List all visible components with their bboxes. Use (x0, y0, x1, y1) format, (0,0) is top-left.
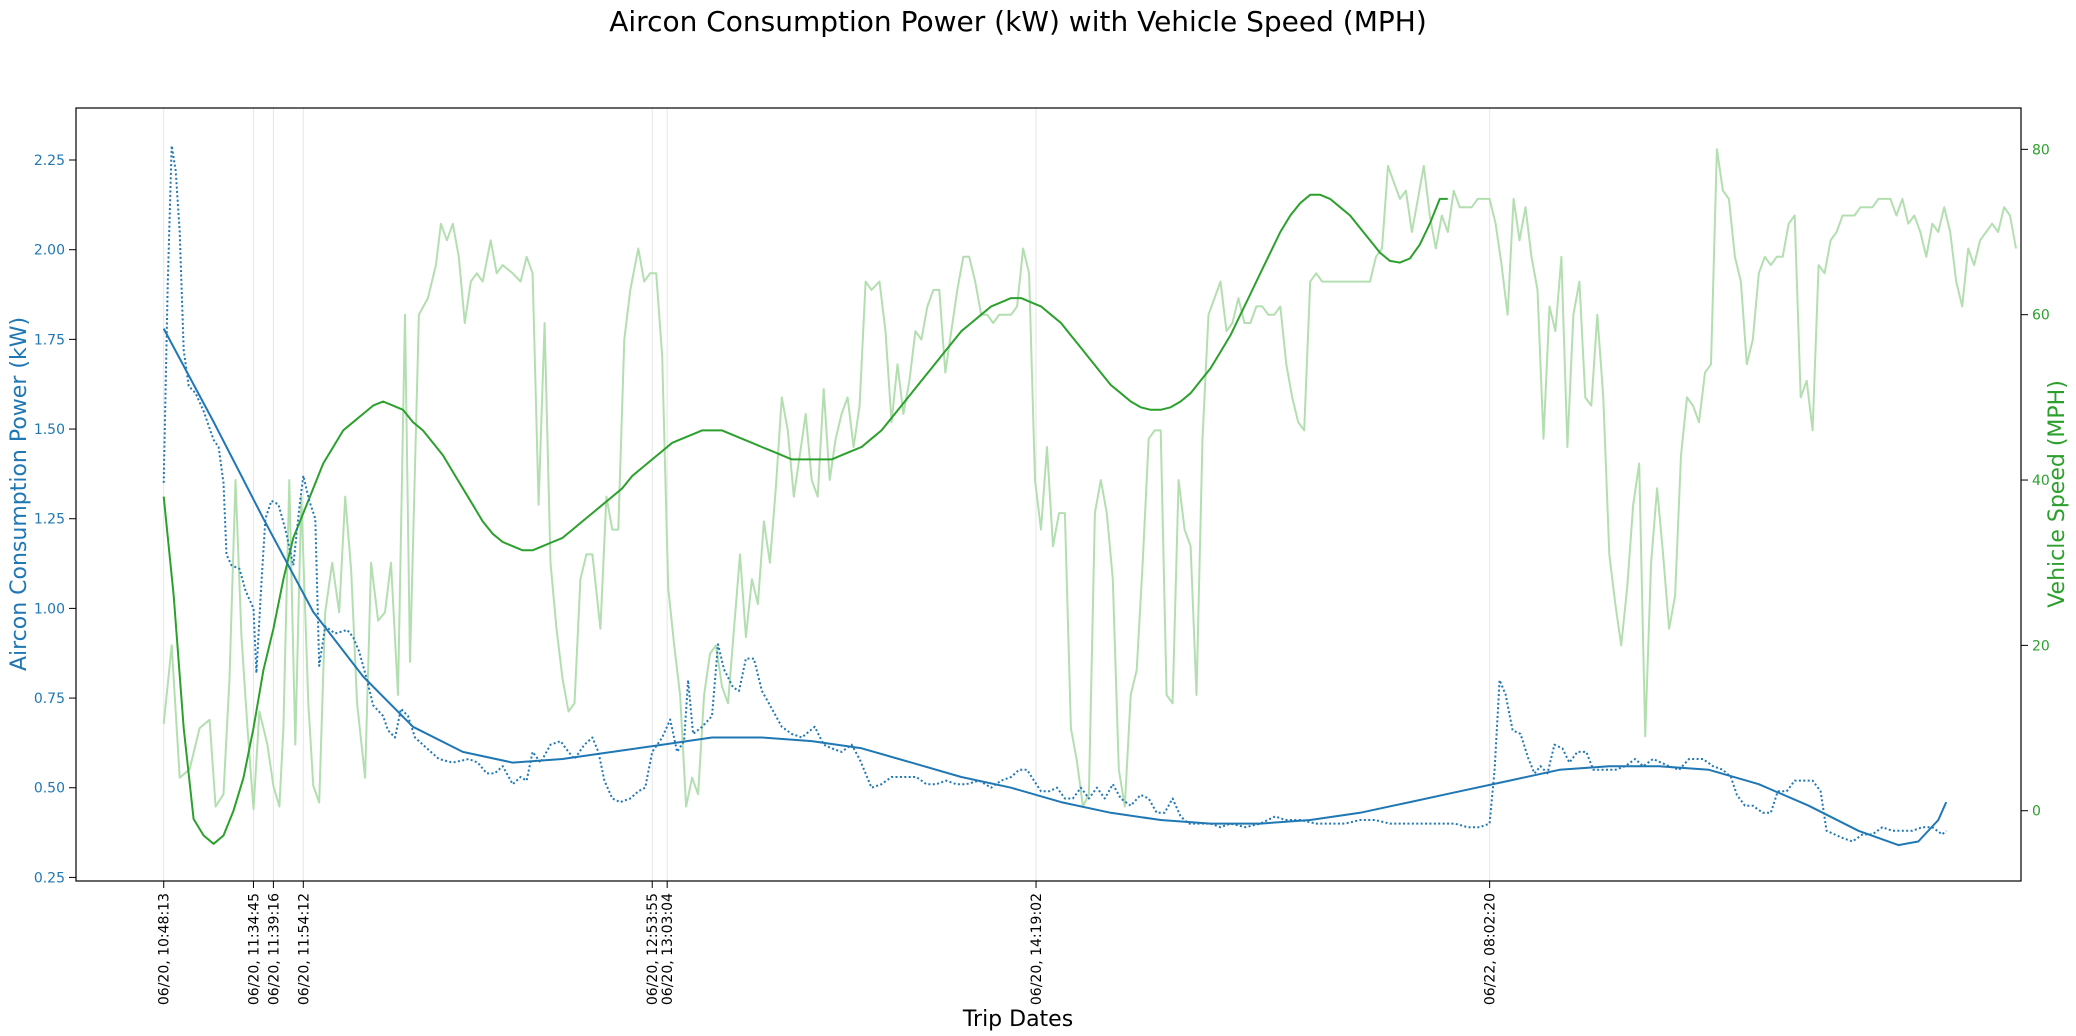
left-tick-label-5: 1.50 (34, 422, 65, 438)
left-tick-label-4: 1.25 (34, 512, 65, 528)
series-layer (162, 144, 2017, 847)
left-tick-label-2: 0.75 (34, 691, 65, 707)
x-tick-label-0: 06/20, 10:48:13 (157, 893, 173, 1005)
right-tick-label-3: 60 (2032, 308, 2050, 324)
power-raw-dotted-line (162, 144, 1947, 843)
x-tick-label-2: 06/20, 11:39:16 (266, 893, 282, 1005)
left-axis-label: Aircon Consumption Power (kW) (7, 317, 32, 671)
x-tick-label-5: 06/20, 13:03:04 (660, 893, 676, 1005)
left-tick-label-0: 0.25 (34, 870, 65, 886)
left-y-axis: 0.25 0.50 0.75 1.00 1.25 1.50 1.75 2.00 2.25 (34, 153, 76, 886)
x-tick-label-3: 06/20, 11:54:12 (296, 893, 312, 1005)
left-tick-label-3: 1.00 (34, 601, 65, 617)
right-y-axis: 0 20 40 60 80 (2021, 142, 2050, 820)
left-tick-label-8: 2.25 (34, 153, 65, 169)
left-tick-label-1: 0.50 (34, 781, 65, 797)
left-tick-label-7: 2.00 (34, 243, 65, 259)
x-tick-label-1: 06/20, 11:34:45 (246, 893, 262, 1005)
right-tick-label-1: 20 (2032, 638, 2050, 654)
speed-trend-line (162, 193, 1448, 845)
vertical-gridlines (163, 108, 1491, 881)
chart-title: Aircon Consumption Power (kW) with Vehic… (609, 5, 1427, 38)
right-tick-label-4: 80 (2032, 142, 2050, 158)
x-tick-label-6: 06/20, 14:19:02 (1029, 893, 1045, 1005)
x-tick-label-7: 06/22, 08:02:20 (1483, 893, 1499, 1005)
speed-raw-line (162, 148, 2017, 811)
x-tick-label-4: 06/20, 12:53:55 (645, 893, 661, 1005)
power-trend-line (162, 328, 1948, 847)
right-axis-label: Vehicle Speed (MPH) (2045, 380, 2070, 608)
x-axis: 06/20, 10:48:13 06/20, 11:34:45 06/20, 11:… (157, 881, 1499, 1005)
right-tick-label-2: 40 (2032, 473, 2050, 489)
left-tick-label-6: 1.75 (34, 332, 65, 348)
right-tick-label-0: 0 (2032, 804, 2041, 820)
x-axis-label: Trip Dates (962, 1007, 1073, 1032)
plot-frame (75, 107, 2022, 882)
